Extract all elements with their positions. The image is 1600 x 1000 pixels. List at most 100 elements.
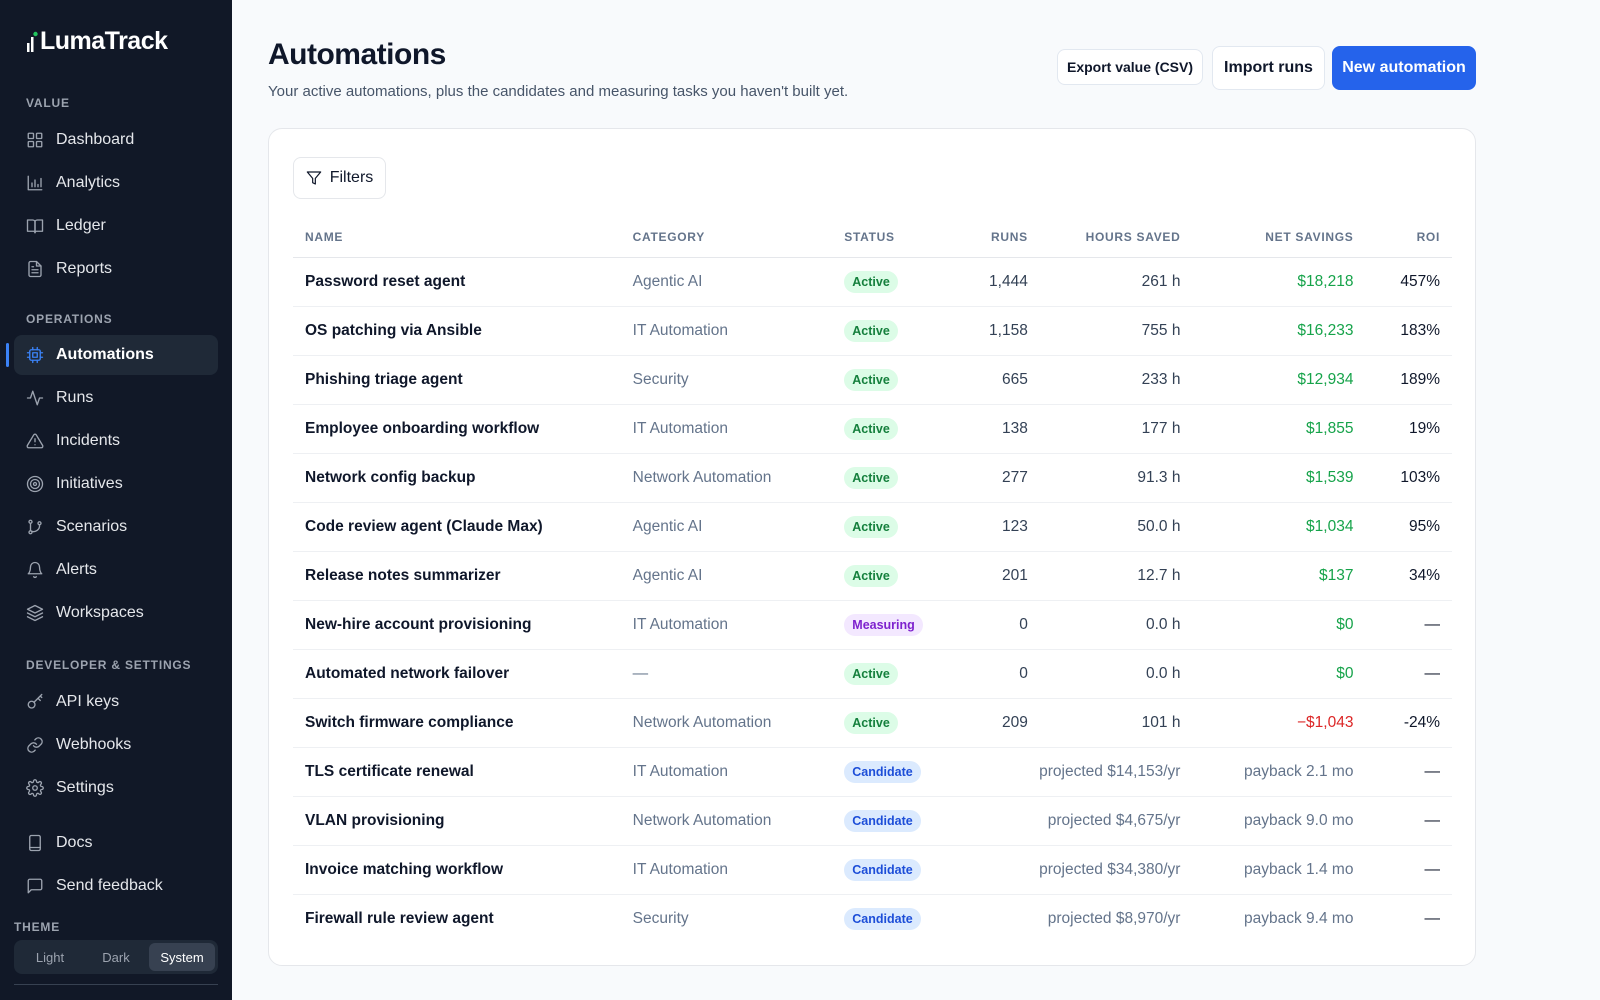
row-hours-saved: 12.7 h xyxy=(1039,551,1193,601)
row-roi: 19% xyxy=(1365,404,1452,454)
sidebar-item-ledger[interactable]: Ledger xyxy=(14,206,218,246)
row-category: Network Automation xyxy=(620,453,833,503)
status-badge: Active xyxy=(844,368,898,391)
column-header-status[interactable]: STATUS xyxy=(832,218,955,258)
table-row[interactable]: Password reset agent Agentic AI Active 1… xyxy=(293,257,1452,307)
sidebar-item-label: Workspaces xyxy=(56,604,144,621)
row-hours-saved: 0.0 h xyxy=(1039,600,1193,650)
column-header-hours-saved[interactable]: HOURS SAVED xyxy=(1039,218,1193,258)
row-status: Active xyxy=(832,698,955,748)
row-status: Active xyxy=(832,404,955,454)
row-roi: 457% xyxy=(1365,257,1452,307)
sidebar-item-label: Webhooks xyxy=(56,736,132,753)
sidebar-item-settings[interactable]: Settings xyxy=(14,768,218,808)
column-header-name[interactable]: NAME xyxy=(293,218,621,258)
sidebar-item-send-feedback[interactable]: Send feedback xyxy=(14,866,218,906)
sidebar-item-api-keys[interactable]: API keys xyxy=(14,682,218,722)
app-logo[interactable]: LumaTrack xyxy=(26,27,168,56)
row-category: Security xyxy=(620,355,833,405)
bell-icon xyxy=(26,561,44,579)
theme-option-dark[interactable]: Dark xyxy=(102,949,130,965)
sidebar-item-initiatives[interactable]: Initiatives xyxy=(14,464,218,504)
column-header-net-savings[interactable]: NET SAVINGS xyxy=(1192,218,1366,258)
table-row[interactable]: Code review agent (Claude Max) Agentic A… xyxy=(293,502,1452,552)
table-row[interactable]: New-hire account provisioning IT Automat… xyxy=(293,600,1452,650)
row-status: Active xyxy=(832,551,955,601)
sidebar-item-runs[interactable]: Runs xyxy=(14,378,218,418)
sidebar-item-incidents[interactable]: Incidents xyxy=(14,421,218,461)
row-runs: 1,444 xyxy=(954,257,1040,307)
row-name: Network config backup xyxy=(293,453,621,503)
sidebar-item-scenarios[interactable]: Scenarios xyxy=(14,507,218,547)
row-category: Agentic AI xyxy=(620,551,833,601)
row-roi: -24% xyxy=(1365,698,1452,748)
sidebar-item-label: Automations xyxy=(56,346,154,363)
table-row[interactable]: Automated network failover — Active 0 0.… xyxy=(293,649,1452,699)
row-runs: 123 xyxy=(954,502,1040,552)
row-status: Candidate xyxy=(832,845,955,895)
theme-option-light[interactable]: Light xyxy=(35,949,65,965)
sidebar-item-docs[interactable]: Docs xyxy=(14,823,218,863)
table-row[interactable]: Employee onboarding workflow IT Automati… xyxy=(293,404,1452,454)
table-row[interactable]: OS patching via Ansible IT Automation Ac… xyxy=(293,306,1452,356)
sidebar-item-workspaces[interactable]: Workspaces xyxy=(14,593,218,633)
row-hours-saved: 0.0 h xyxy=(1039,649,1193,699)
row-projected-value: projected $14,153/yr xyxy=(954,747,1193,797)
chip-icon xyxy=(26,346,44,364)
theme-option-system[interactable]: System xyxy=(149,943,215,971)
status-badge: Candidate xyxy=(844,907,921,930)
sidebar-item-alerts[interactable]: Alerts xyxy=(14,550,218,590)
row-roi: — xyxy=(1365,747,1452,797)
sidebar-item-dashboard[interactable]: Dashboard xyxy=(14,120,218,160)
table-row[interactable]: TLS certificate renewal IT Automation Ca… xyxy=(293,747,1452,797)
export-csv-button[interactable]: Export value (CSV) xyxy=(1057,49,1203,85)
row-category: Security xyxy=(632,909,689,927)
table-row[interactable]: Switch firmware compliance Network Autom… xyxy=(293,698,1452,748)
filter-icon xyxy=(306,171,321,185)
target-icon xyxy=(26,475,44,493)
theme-toggle: Light Dark System xyxy=(14,940,218,974)
sidebar-item-label: Initiatives xyxy=(56,475,123,492)
table-row[interactable]: VLAN provisioning Network Automation Can… xyxy=(293,796,1452,846)
row-name: TLS certificate renewal xyxy=(293,747,621,797)
warning-icon xyxy=(26,432,44,450)
status-badge: Active xyxy=(844,270,898,293)
section-label-developer-settings: DEVELOPER & SETTINGS xyxy=(26,658,192,672)
row-name: Switch firmware compliance xyxy=(293,698,621,748)
grid-icon xyxy=(26,131,44,149)
filters-button[interactable]: Filters xyxy=(293,157,386,199)
sidebar-item-reports[interactable]: Reports xyxy=(14,249,218,289)
column-header-runs[interactable]: RUNS xyxy=(954,218,1040,258)
sidebar-item-analytics[interactable]: Analytics xyxy=(14,163,218,203)
status-badge: Candidate xyxy=(844,858,921,881)
column-header-roi[interactable]: ROI xyxy=(1365,218,1452,258)
new-automation-button[interactable]: New automation xyxy=(1332,46,1476,90)
row-payback: payback 1.4 mo xyxy=(1192,845,1366,895)
status-badge: Measuring xyxy=(844,613,923,636)
row-roi: — xyxy=(1424,909,1441,927)
bar-chart-icon xyxy=(26,174,44,192)
sidebar-item-label: Alerts xyxy=(56,561,97,578)
table-row[interactable]: Phishing triage agent Security Active 66… xyxy=(293,355,1452,405)
table-row[interactable]: Release notes summarizer Agentic AI Acti… xyxy=(293,551,1452,601)
row-runs: 138 xyxy=(954,404,1040,454)
section-label-value: VALUE xyxy=(26,96,70,110)
row-net-savings: −$1,043 xyxy=(1192,698,1366,748)
import-runs-button[interactable]: Import runs xyxy=(1212,46,1325,90)
table-row[interactable]: Network config backup Network Automation… xyxy=(293,453,1452,503)
row-hours-saved: 50.0 h xyxy=(1039,502,1193,552)
status-badge: Active xyxy=(844,564,898,587)
row-status: Active xyxy=(832,306,955,356)
sidebar-item-label: Dashboard xyxy=(56,131,135,148)
table-row[interactable]: Invoice matching workflow IT Automation … xyxy=(293,845,1452,895)
row-payback: payback 2.1 mo xyxy=(1192,747,1366,797)
table-row[interactable]: Firewall rule review agent Security Cand… xyxy=(293,894,1452,943)
row-hours-saved: 233 h xyxy=(1039,355,1193,405)
branch-icon xyxy=(26,518,44,536)
sidebar-item-webhooks[interactable]: Webhooks xyxy=(14,725,218,765)
sidebar-item-label: API keys xyxy=(56,693,120,710)
sidebar-item-automations[interactable]: Automations xyxy=(6,335,218,375)
row-roi: 95% xyxy=(1365,502,1452,552)
column-header-category[interactable]: CATEGORY xyxy=(620,218,833,258)
row-name: Release notes summarizer xyxy=(293,551,621,601)
